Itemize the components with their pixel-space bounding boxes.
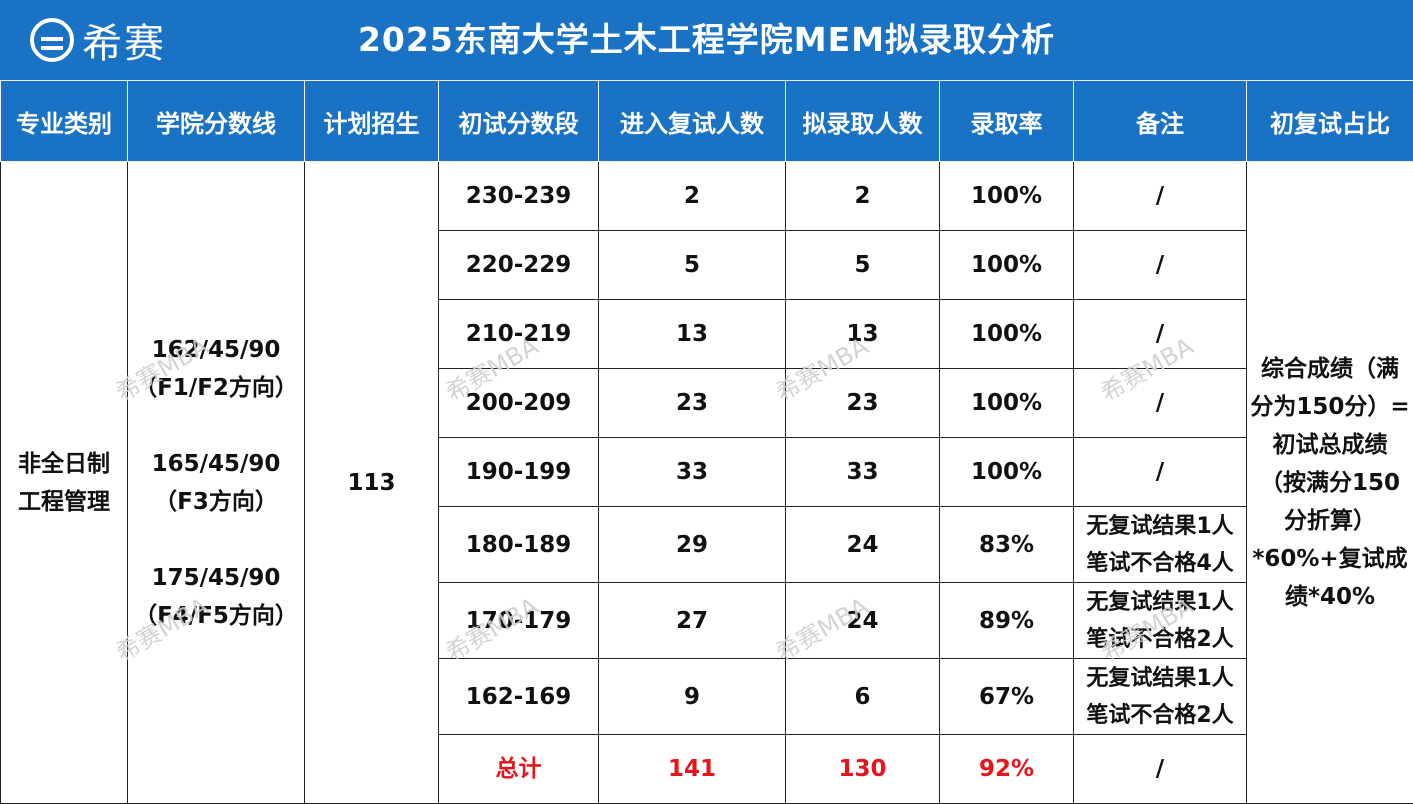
range-cell: 162-169 <box>438 658 599 735</box>
col-header: 拟录取人数 <box>785 80 940 162</box>
table-row: 190-199 33 33 100% / <box>1 437 1413 507</box>
rate-cell: 100% <box>939 161 1074 231</box>
rate-cell: 83% <box>939 506 1074 583</box>
table-row: 220-229 5 5 100% / <box>1 230 1413 300</box>
rate-cell: 100% <box>939 368 1074 438</box>
page-title: 2025东南大学土木工程学院MEM拟录取分析 <box>357 20 1056 59</box>
range-cell: 180-189 <box>438 506 599 583</box>
total-admit: 130 <box>785 734 940 804</box>
note-cell: / <box>1073 437 1247 507</box>
range-cell: 210-219 <box>438 299 599 369</box>
col-header: 计划招生 <box>304 80 439 162</box>
total-note: / <box>1073 734 1247 804</box>
retest-cell: 13 <box>598 299 786 369</box>
range-cell: 230-239 <box>438 161 599 231</box>
admission-table: 专业类别 学院分数线 计划招生 初试分数段 进入复试人数 拟录取人数 录取率 备… <box>0 80 1413 804</box>
admit-cell: 23 <box>785 368 940 438</box>
plan-cell: 113 <box>304 161 439 804</box>
retest-cell: 27 <box>598 582 786 659</box>
admit-cell: 6 <box>785 658 940 735</box>
table-row: 200-209 23 23 100% / <box>1 368 1413 438</box>
range-cell: 190-199 <box>438 437 599 507</box>
note-cell: / <box>1073 230 1247 300</box>
table-row: 162-169 9 6 67% 无复试结果1人 笔试不合格2人 <box>1 658 1413 735</box>
logo-icon <box>30 18 74 62</box>
admit-cell: 5 <box>785 230 940 300</box>
retest-cell: 5 <box>598 230 786 300</box>
note-cell: 无复试结果1人 笔试不合格2人 <box>1073 582 1247 659</box>
retest-cell: 9 <box>598 658 786 735</box>
ratio-cell: 综合成绩（满 分为150分）= 初试总成绩 （按满分150 分折算） *60%+复试成… <box>1246 161 1413 804</box>
logo-text: 希赛 <box>82 21 166 67</box>
note-cell: / <box>1073 299 1247 369</box>
admit-cell: 33 <box>785 437 940 507</box>
range-cell: 170-179 <box>438 582 599 659</box>
title-bar: 希赛 2025东南大学土木工程学院MEM拟录取分析 <box>0 0 1413 80</box>
col-header: 学院分数线 <box>127 80 305 162</box>
total-row: 总计 141 130 92% / <box>1 734 1413 804</box>
table-row: 非全日制 工程管理 162/45/90 （F1/F2方向） 165/45/90 （F3… <box>0 161 1413 804</box>
rate-cell: 100% <box>939 299 1074 369</box>
logo: 希赛 <box>30 14 166 67</box>
total-retest: 141 <box>598 734 786 804</box>
rate-cell: 100% <box>939 230 1074 300</box>
admit-cell: 13 <box>785 299 940 369</box>
retest-cell: 23 <box>598 368 786 438</box>
category-cell: 非全日制 工程管理 <box>0 161 128 804</box>
admit-cell: 2 <box>785 161 940 231</box>
total-label: 总计 <box>438 734 599 804</box>
note-cell: 无复试结果1人 笔试不合格2人 <box>1073 658 1247 735</box>
total-rate: 92% <box>939 734 1074 804</box>
table-row: 180-189 29 24 83% 无复试结果1人 笔试不合格4人 <box>1 506 1413 583</box>
range-cell: 220-229 <box>438 230 599 300</box>
rate-cell: 89% <box>939 582 1074 659</box>
header-row: 专业类别 学院分数线 计划招生 初试分数段 进入复试人数 拟录取人数 录取率 备… <box>0 80 1413 162</box>
cutoff-cell: 162/45/90 （F1/F2方向） 165/45/90 （F3方向） 175/4… <box>127 161 305 804</box>
note-cell: 无复试结果1人 笔试不合格4人 <box>1073 506 1247 583</box>
col-header: 初试分数段 <box>438 80 599 162</box>
col-header: 专业类别 <box>0 80 128 162</box>
rate-cell: 100% <box>939 437 1074 507</box>
range-cell: 200-209 <box>438 368 599 438</box>
note-cell: / <box>1073 161 1247 231</box>
retest-cell: 29 <box>598 506 786 583</box>
note-cell: / <box>1073 368 1247 438</box>
col-header: 录取率 <box>939 80 1074 162</box>
retest-cell: 33 <box>598 437 786 507</box>
col-header: 初复试占比 <box>1246 80 1413 162</box>
retest-cell: 2 <box>598 161 786 231</box>
rate-cell: 67% <box>939 658 1074 735</box>
col-header: 进入复试人数 <box>598 80 786 162</box>
admit-cell: 24 <box>785 506 940 583</box>
col-header: 备注 <box>1073 80 1247 162</box>
admit-cell: 24 <box>785 582 940 659</box>
table-row: 170-179 27 24 89% 无复试结果1人 笔试不合格2人 <box>1 582 1413 659</box>
table-row: 210-219 13 13 100% / <box>1 299 1413 369</box>
